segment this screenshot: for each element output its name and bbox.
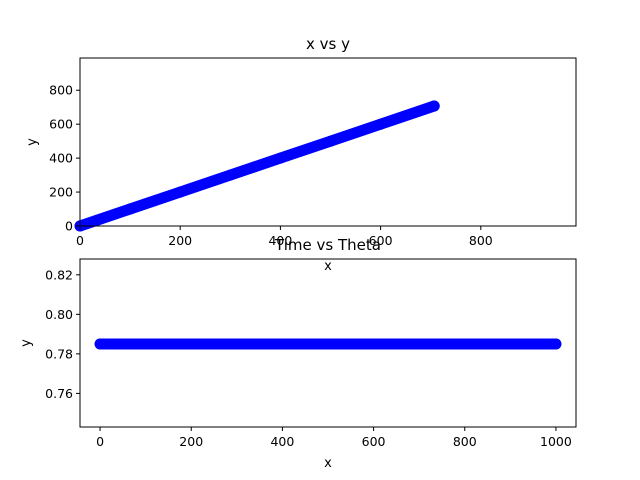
x-tick-label: 800 bbox=[453, 434, 477, 449]
scatter-point bbox=[550, 338, 562, 350]
scatter-point bbox=[322, 338, 334, 350]
chart-title: x vs y bbox=[306, 35, 350, 53]
y-tick-label: 0.76 bbox=[45, 386, 73, 401]
y-axis-label: y bbox=[19, 339, 34, 347]
y-tick-label: 0.78 bbox=[45, 346, 73, 361]
y-tick-label: 200 bbox=[49, 185, 73, 200]
y-tick-label: 400 bbox=[49, 151, 73, 166]
y-tick-label: 800 bbox=[49, 83, 73, 98]
y-tick-label: 600 bbox=[49, 117, 73, 132]
x-tick-label: 600 bbox=[362, 434, 386, 449]
x-tick-label: 800 bbox=[469, 233, 493, 248]
scatter-point bbox=[428, 100, 440, 112]
scatter-points bbox=[74, 100, 440, 232]
scatter-series bbox=[74, 100, 440, 232]
plot-frame bbox=[79, 57, 577, 227]
subplot-time-vs-theta: 0 200 400 600 800 1000 0.76 0.78 0.80 0.82 Time … bbox=[19, 236, 577, 471]
plot-frame bbox=[79, 258, 577, 428]
scatter-point bbox=[274, 152, 286, 164]
x-tick-label: 400 bbox=[268, 233, 292, 248]
x-tick-label: 0 bbox=[76, 233, 84, 248]
scatter-point bbox=[174, 186, 186, 198]
x-tick-label: 1000 bbox=[540, 434, 572, 449]
scatter-point bbox=[504, 338, 516, 350]
scatter-point bbox=[368, 338, 380, 350]
scatter-point bbox=[276, 338, 288, 350]
scatter-point bbox=[413, 338, 425, 350]
x-axis-ticks: 0 200 400 600 800 1000 bbox=[96, 427, 572, 449]
y-tick-label: 0 bbox=[65, 219, 73, 234]
scatter-point bbox=[94, 338, 106, 350]
scatter-point bbox=[325, 135, 336, 147]
scatter-point bbox=[459, 338, 471, 350]
y-axis-label: y bbox=[25, 138, 40, 146]
x-axis-label: x bbox=[324, 259, 332, 274]
scatter-point bbox=[231, 338, 243, 350]
x-tick-label: 200 bbox=[179, 434, 203, 449]
scatter-point bbox=[375, 118, 387, 130]
scatter-series bbox=[94, 338, 562, 350]
x-axis-label: x bbox=[324, 456, 332, 471]
scatter-point bbox=[140, 338, 152, 350]
x-axis-ticks: 0 200 400 600 800 bbox=[76, 226, 493, 248]
subplot-x-vs-y: x vs y 0 200 400 600 800 0 200 400 600 800 x y bbox=[25, 35, 577, 274]
y-axis-ticks: 0 200 400 600 800 bbox=[49, 83, 80, 234]
y-tick-label: 0.82 bbox=[45, 267, 73, 282]
y-tick-label: 0.80 bbox=[45, 307, 73, 322]
scatter-point bbox=[124, 203, 136, 215]
x-tick-label: 200 bbox=[168, 233, 192, 248]
x-tick-label: 0 bbox=[96, 434, 104, 449]
y-axis-ticks: 0.76 0.78 0.80 0.82 bbox=[45, 267, 80, 401]
scatter-point bbox=[224, 169, 236, 181]
x-tick-label: 600 bbox=[369, 233, 393, 248]
x-tick-label: 400 bbox=[270, 434, 294, 449]
chart-title: Time vs Theta bbox=[274, 236, 381, 254]
scatter-point bbox=[185, 338, 197, 350]
